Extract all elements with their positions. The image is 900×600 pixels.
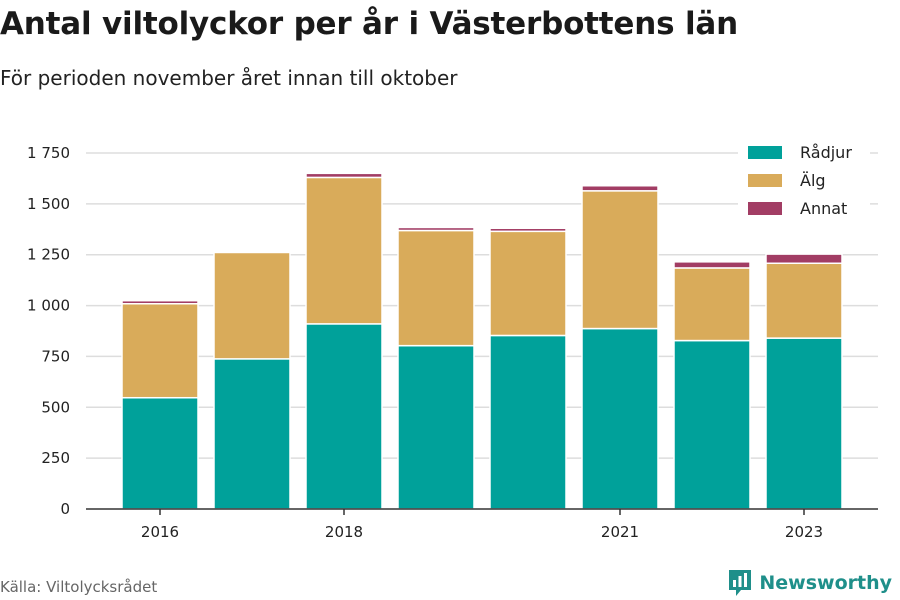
bar-segment (489, 227, 567, 233)
bar-segment (121, 302, 199, 399)
bar-segment (581, 185, 659, 192)
legend-label: Älg (800, 171, 826, 190)
legend-label: Rådjur (800, 143, 852, 162)
bar-segment (397, 229, 475, 347)
x-tick-label: 2023 (785, 523, 823, 541)
legend-label: Annat (800, 199, 847, 218)
bar-segment (121, 299, 199, 305)
bar-segment (765, 337, 843, 510)
bar-segment (489, 334, 567, 510)
bars (121, 172, 843, 510)
y-tick-label: 750 (41, 347, 70, 365)
bar-segment (305, 323, 383, 510)
bar-segment (765, 253, 843, 265)
bar-chart-icon (729, 570, 752, 596)
bar-segment (397, 226, 475, 232)
bar-segment (397, 344, 475, 510)
x-axis: 2016 2018 2021 2023 (86, 508, 878, 541)
y-axis-ticks: 0 250 500 750 1 000 1 250 1 500 1 750 (27, 144, 70, 518)
bar-segment (581, 190, 659, 330)
y-tick-label: 250 (41, 449, 70, 467)
x-tick-label: 2016 (141, 523, 179, 541)
chart-subtitle: För perioden november året innan till ok… (0, 66, 458, 90)
y-tick-label: 500 (41, 398, 70, 416)
y-tick-label: 1 000 (27, 297, 70, 315)
legend-swatch (748, 146, 782, 159)
brand-name: Newsworthy (759, 572, 892, 594)
legend-swatch (748, 174, 782, 187)
y-tick-label: 0 (60, 500, 70, 518)
bar-segment (213, 358, 291, 510)
bar-segment (121, 396, 199, 510)
chart-title: Antal viltolyckor per år i Västerbottens… (0, 6, 738, 42)
bar-segment (305, 176, 383, 325)
bar-segment (489, 230, 567, 337)
y-tick-label: 1 750 (27, 144, 70, 162)
bar-segment (673, 261, 751, 269)
bar-segment (213, 251, 291, 360)
brand-logo: Newsworthy (727, 568, 892, 598)
bar-segment (673, 339, 751, 510)
bar-segment (305, 172, 383, 179)
legend: Rådjur Älg Annat (738, 136, 870, 224)
bar-segment (673, 267, 751, 342)
source-note: Källa: Viltolycksrådet (0, 578, 158, 596)
x-tick-label: 2021 (601, 523, 639, 541)
bar-segment (581, 327, 659, 510)
y-tick-label: 1 500 (27, 195, 70, 213)
bar-segment (765, 262, 843, 339)
y-tick-label: 1 250 (27, 246, 70, 264)
legend-swatch (748, 202, 782, 215)
x-tick-label: 2018 (325, 523, 363, 541)
